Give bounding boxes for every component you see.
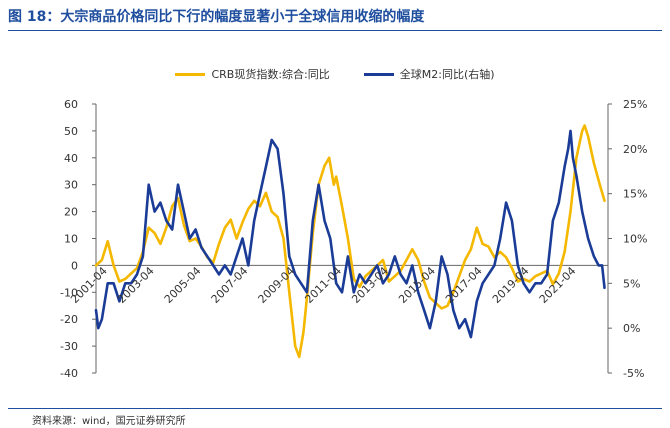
right-tick-label: 5% xyxy=(623,277,640,290)
left-tick-label: 10 xyxy=(64,233,78,246)
legend-label-crb: CRB现货指数:综合:同比 xyxy=(211,68,330,81)
left-tick-label: -10 xyxy=(60,286,78,299)
footer-divider xyxy=(8,408,662,409)
legend-swatch-m2 xyxy=(363,72,394,76)
series-line-m2 xyxy=(94,129,606,339)
right-tick-label: 25% xyxy=(623,98,647,111)
title-divider xyxy=(8,30,662,31)
legend-swatch-crb xyxy=(175,72,206,76)
left-tick-label: 30 xyxy=(64,179,78,192)
left-tick-label: -40 xyxy=(60,367,78,380)
left-tick-label: 60 xyxy=(64,98,78,111)
x-tick-label: 2021-04 xyxy=(537,264,579,306)
left-tick-label: 20 xyxy=(64,206,78,219)
legend-item-crb: CRB现货指数:综合:同比 xyxy=(175,66,330,82)
x-tick-label: 2005-04 xyxy=(162,264,204,306)
legend-item-m2: 全球M2:同比(右轴) xyxy=(363,66,495,82)
right-tick-label: 20% xyxy=(623,143,647,156)
source-note: 资料来源：wind，国元证券研究所 xyxy=(32,416,186,427)
left-tick-label: -20 xyxy=(60,313,78,326)
chart-title: 图 18：大宗商品价格同比下行的幅度显著小于全球信用收缩的幅度 xyxy=(8,9,425,25)
right-tick-label: 10% xyxy=(623,233,647,246)
left-tick-label: 40 xyxy=(64,152,78,165)
right-tick-label: 0% xyxy=(623,322,640,335)
right-tick-label: -5% xyxy=(623,367,644,380)
left-tick-label: 0 xyxy=(71,259,78,272)
series-line-crb xyxy=(94,124,606,359)
left-tick-label: -30 xyxy=(60,340,78,353)
legend: CRB现货指数:综合:同比 全球M2:同比(右轴) xyxy=(0,66,670,82)
right-tick-label: 15% xyxy=(623,188,647,201)
left-tick-label: 50 xyxy=(64,125,78,138)
legend-label-m2: 全球M2:同比(右轴) xyxy=(399,68,495,81)
